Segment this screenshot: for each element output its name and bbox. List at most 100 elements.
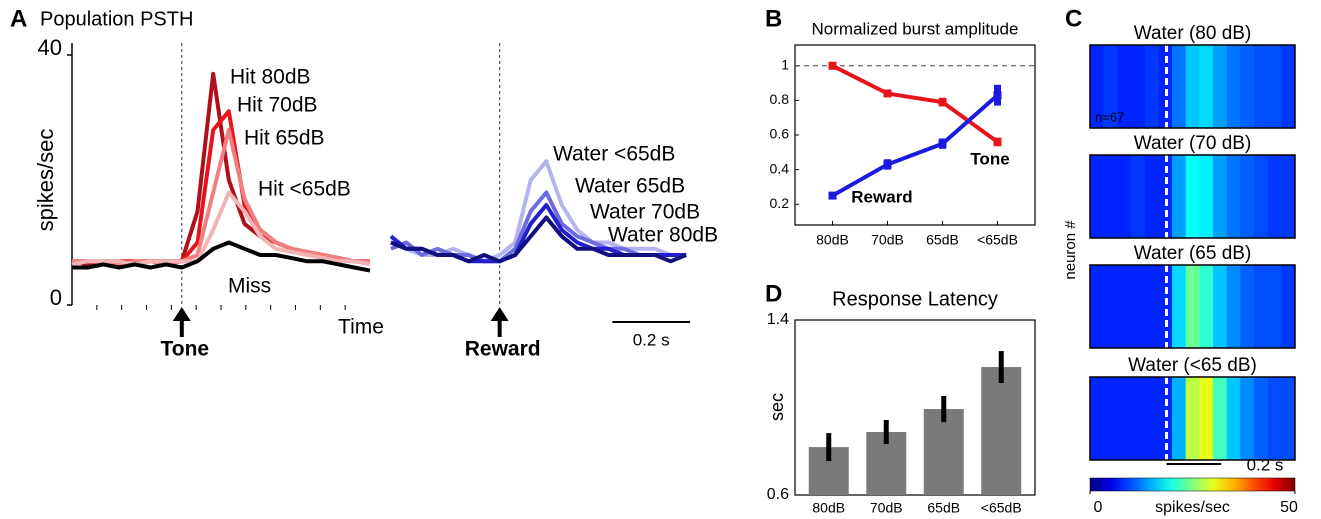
- heatmap-cell: [1144, 155, 1159, 238]
- series-line: [72, 128, 370, 267]
- event-label: Reward: [465, 338, 541, 361]
- heatmap-cell: [1131, 265, 1146, 348]
- bar: [981, 367, 1022, 495]
- heatmap-cell: [1199, 155, 1214, 238]
- colorbar: [1089, 477, 1296, 492]
- y-tick-label: 0.2: [770, 195, 790, 211]
- x-tick-label: 70dB: [871, 232, 904, 248]
- panel-letter: D: [765, 280, 782, 307]
- heatmap-cell: [1090, 265, 1105, 348]
- heatmap-cell: [1199, 45, 1214, 128]
- heatmap-cell: [1090, 377, 1105, 460]
- heatmap-title: Water (<65 dB): [1128, 355, 1257, 376]
- heatmap-cell: [1185, 377, 1200, 460]
- x-tick-label: <65dB: [981, 500, 1022, 516]
- heatmap-cell: [1131, 155, 1146, 238]
- heatmap-cell: [1226, 265, 1241, 348]
- series-label: Hit 80dB: [230, 66, 311, 89]
- heatmap-cell: [1090, 155, 1105, 238]
- series-label: Hit <65dB: [258, 178, 351, 201]
- series-label: Water 65dB: [575, 175, 685, 198]
- heatmap-frame: [1089, 376, 1296, 461]
- heatmap-cell: [1185, 265, 1200, 348]
- heatmap-cell: [1281, 155, 1296, 238]
- series-label: Hit 65dB: [244, 127, 325, 150]
- chart-title: Population PSTH: [40, 8, 193, 30]
- heatmap-cell: [1267, 265, 1282, 348]
- point-marker: [828, 61, 837, 70]
- series-label: Water <65dB: [553, 143, 675, 166]
- heatmap-cell: [1158, 155, 1173, 238]
- heatmap-cell: [1158, 265, 1173, 348]
- series-line: [72, 240, 371, 273]
- chart-title: Normalized burst amplitude: [812, 19, 1019, 38]
- heatmap-frame: [1089, 44, 1296, 129]
- heatmap-cell: [1240, 377, 1255, 460]
- y-tick-label: 0.8: [770, 91, 790, 107]
- heatmap-frame: [1089, 264, 1296, 349]
- heatmap-cell: [1103, 265, 1118, 348]
- series-line: [390, 215, 687, 264]
- heatmap-cell: [1185, 155, 1200, 238]
- heatmap-cell: [1267, 377, 1282, 460]
- heatmap-cell: [1254, 265, 1269, 348]
- y-tick-label: 0.6: [767, 486, 789, 503]
- series-label: Miss: [228, 275, 271, 298]
- annotation: n=67: [1095, 109, 1124, 124]
- heatmap-cell: [1090, 45, 1105, 128]
- heatmap-cell: [1281, 265, 1296, 348]
- heatmap-title: Water (80 dB): [1134, 23, 1252, 44]
- heatmap-cell: [1117, 265, 1132, 348]
- heatmap-cell: [1240, 265, 1255, 348]
- heatmap-cell: [1254, 155, 1269, 238]
- heatmap-cell: [1213, 265, 1228, 348]
- heatmap-cell: [1117, 155, 1132, 238]
- panel-letter: B: [765, 5, 782, 32]
- heatmap-cell: [1281, 45, 1296, 128]
- series-line: [831, 93, 999, 198]
- heatmap-cell: [1281, 377, 1296, 460]
- heatmap-title: Water (70 dB): [1134, 133, 1252, 154]
- y-tick-label: 0.4: [770, 160, 790, 176]
- event-arrow-head: [490, 307, 509, 321]
- heatmap-cell: [1185, 45, 1200, 128]
- heatmap-cell: [1158, 45, 1173, 128]
- x-axis-label: Time: [338, 316, 384, 339]
- y-tick-label: 0: [50, 285, 62, 310]
- colorbar-tick-label: 50: [1280, 499, 1298, 516]
- heatmap-cell: [1213, 45, 1228, 128]
- y-tick-label: 40: [38, 35, 62, 60]
- scale-bar-label: 0.2 s: [1247, 455, 1284, 474]
- y-axis-label: spikes/sec: [33, 129, 58, 232]
- heatmap-cell: [1172, 155, 1187, 238]
- heatmap-cell: [1267, 155, 1282, 238]
- heatmap-cell: [1254, 45, 1269, 128]
- heatmap-cell: [1267, 45, 1282, 128]
- heatmap-cell: [1226, 377, 1241, 460]
- heatmap-cell: [1172, 265, 1187, 348]
- heatmap-cell: [1226, 45, 1241, 128]
- series-label: Reward: [851, 187, 912, 206]
- x-tick-label: <65dB: [977, 232, 1018, 248]
- y-tick-label: 1: [781, 56, 789, 72]
- x-tick-label: 80dB: [812, 500, 845, 516]
- heatmap-cell: [1103, 45, 1118, 128]
- panel-letter: C: [1065, 5, 1082, 32]
- plot-frame: [794, 319, 1036, 496]
- series-label: Water 70dB: [590, 201, 700, 224]
- series-label: Hit 70dB: [237, 94, 318, 117]
- series-line: [831, 64, 999, 144]
- heatmap-cell: [1254, 377, 1269, 460]
- heatmap-cell: [1240, 45, 1255, 128]
- heatmap-cell: [1103, 155, 1118, 238]
- x-tick-label: 65dB: [926, 232, 959, 248]
- heatmap-cell: [1172, 45, 1187, 128]
- heatmap-cell: [1144, 377, 1159, 460]
- event-arrow-head: [172, 307, 191, 321]
- bar: [923, 409, 964, 495]
- heatmap-cell: [1103, 377, 1118, 460]
- heatmap-cell: [1240, 155, 1255, 238]
- heatmap-cell: [1199, 265, 1214, 348]
- heatmap-cell: [1144, 265, 1159, 348]
- y-tick-label: 1.4: [767, 311, 789, 328]
